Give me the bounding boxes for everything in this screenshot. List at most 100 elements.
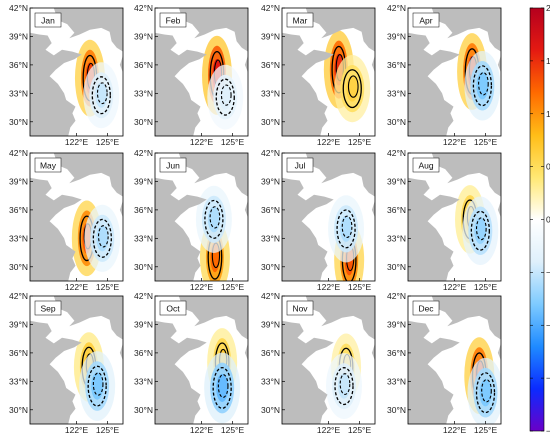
lat-tick-label: 39°N <box>387 31 406 41</box>
contour-line <box>347 75 359 98</box>
map-panel-apr: Apr 42°N 39°N 36°N 33°N 30°N 122°E 125°E <box>387 3 502 147</box>
land-liaodong-korea <box>431 153 501 197</box>
lon-tick-label: 122°E <box>443 425 467 435</box>
lat-tick-label: 36°N <box>9 60 28 70</box>
lat-tick-label: 33°N <box>134 88 153 98</box>
land-liaodong-korea <box>305 153 375 197</box>
contour-line <box>87 365 107 407</box>
land-korea-west <box>497 200 501 218</box>
lat-tick-label: 39°N <box>387 176 406 186</box>
colorbar: 2 1.5 1.0 0.5 0 −0.5 −1.0 −1.5 −2 <box>529 3 550 436</box>
lat-tick-label: 36°N <box>134 348 153 358</box>
colorbar-tick-label: −1.0 <box>546 320 550 330</box>
lat-tick-label: 39°N <box>261 31 280 41</box>
lat-tick-label: 39°N <box>261 176 280 186</box>
lat-tick-label: 39°N <box>134 31 153 41</box>
land-korea-west <box>244 343 248 361</box>
month-label-box <box>286 157 314 173</box>
anomaly-core <box>474 217 487 245</box>
month-label: Nov <box>292 304 308 314</box>
lon-tick-label: 125°E <box>348 425 372 435</box>
anomaly-core <box>340 215 353 242</box>
lat-tick-label: 36°N <box>387 60 406 70</box>
month-label: Jul <box>295 161 306 171</box>
colorbar-tick-label: 1.0 <box>546 109 550 119</box>
contour-line <box>336 209 356 249</box>
map-panels: Jan 42°N 39°N 36°N 33°N 30°N 122°E 125°E Feb 42°N… <box>9 3 502 435</box>
lat-tick-label: 33°N <box>387 233 406 243</box>
map-panel-aug: Aug 42°N 39°N 36°N 33°N 30°N 122°E 125°E <box>387 148 502 292</box>
lon-tick-label: 125°E <box>348 282 372 292</box>
lat-tick-label: 42°N <box>387 3 406 13</box>
lat-tick-label: 39°N <box>9 31 28 41</box>
map-panel-jan: Jan 42°N 39°N 36°N 33°N 30°N 122°E 125°E <box>9 3 124 147</box>
lon-tick-label: 122°E <box>317 282 341 292</box>
contour-line <box>96 82 108 105</box>
lon-tick-label: 125°E <box>221 137 245 147</box>
map-panel-sep: Sep 42°N 39°N 36°N 33°N 30°N 122°E 125°E <box>9 291 124 435</box>
month-label: Dec <box>418 304 434 314</box>
land-korea-west <box>497 55 501 73</box>
anomaly-core <box>476 72 489 100</box>
land-korea-west <box>244 55 248 73</box>
lat-tick-label: 39°N <box>261 319 280 329</box>
lat-tick-label: 42°N <box>261 148 280 158</box>
lat-tick-label: 39°N <box>9 176 28 186</box>
lat-tick-label: 39°N <box>387 319 406 329</box>
land-liaodong-korea <box>178 153 248 197</box>
lat-tick-label: 36°N <box>387 348 406 358</box>
land-korea-west <box>119 200 123 218</box>
lon-tick-label: 122°E <box>317 425 341 435</box>
land-china <box>282 296 334 424</box>
land-china <box>155 153 207 281</box>
month-label-box <box>412 300 440 316</box>
month-label: Aug <box>418 161 433 171</box>
land-liaodong-korea <box>431 296 501 340</box>
month-label: May <box>40 161 57 171</box>
month-label-box <box>412 12 440 28</box>
colorbar-tick-label: 0 <box>546 215 550 225</box>
contour-line <box>212 367 232 409</box>
land-china <box>282 8 334 136</box>
month-label: Oct <box>166 304 180 314</box>
lat-tick-label: 42°N <box>261 291 280 301</box>
month-label: Sep <box>40 304 55 314</box>
lat-tick-label: 42°N <box>9 3 28 13</box>
contour-line <box>92 372 104 396</box>
lat-tick-label: 30°N <box>134 117 153 127</box>
contour-line <box>204 199 224 239</box>
colorbar-tick-label: 2 <box>546 3 550 13</box>
map-panel-mar: Mar 42°N 39°N 36°N 33°N 30°N 122°E 125°E <box>261 3 376 147</box>
land-china <box>30 8 82 136</box>
colorbar-tick-label: −0.5 <box>546 267 550 277</box>
lat-tick-label: 36°N <box>9 205 28 215</box>
lat-tick-label: 33°N <box>261 88 280 98</box>
land-china <box>30 296 82 424</box>
lat-tick-label: 30°N <box>9 405 28 415</box>
land-liaodong-korea <box>53 296 123 340</box>
lat-tick-label: 33°N <box>134 376 153 386</box>
lat-tick-label: 30°N <box>134 405 153 415</box>
lon-tick-label: 125°E <box>474 282 498 292</box>
land-korea-west <box>371 55 375 73</box>
land-korea-west <box>497 343 501 361</box>
lat-tick-label: 30°N <box>261 117 280 127</box>
land-china <box>408 296 460 424</box>
lon-tick-label: 122°E <box>190 282 214 292</box>
lat-tick-label: 33°N <box>387 376 406 386</box>
lat-tick-label: 36°N <box>134 60 153 70</box>
lon-tick-label: 125°E <box>96 137 120 147</box>
lat-tick-label: 30°N <box>261 405 280 415</box>
land-korea-west <box>119 55 123 73</box>
lat-tick-label: 36°N <box>387 205 406 215</box>
month-label-box <box>34 12 62 28</box>
lat-tick-label: 36°N <box>134 205 153 215</box>
contour-line <box>215 78 235 116</box>
lon-tick-label: 122°E <box>65 282 89 292</box>
map-panel-dec: Dec 42°N 39°N 36°N 33°N 30°N 122°E 125°E <box>387 291 502 435</box>
land-korea-west <box>371 200 375 218</box>
land-korea-west <box>244 200 248 218</box>
lon-tick-label: 122°E <box>190 425 214 435</box>
lat-tick-label: 33°N <box>9 233 28 243</box>
